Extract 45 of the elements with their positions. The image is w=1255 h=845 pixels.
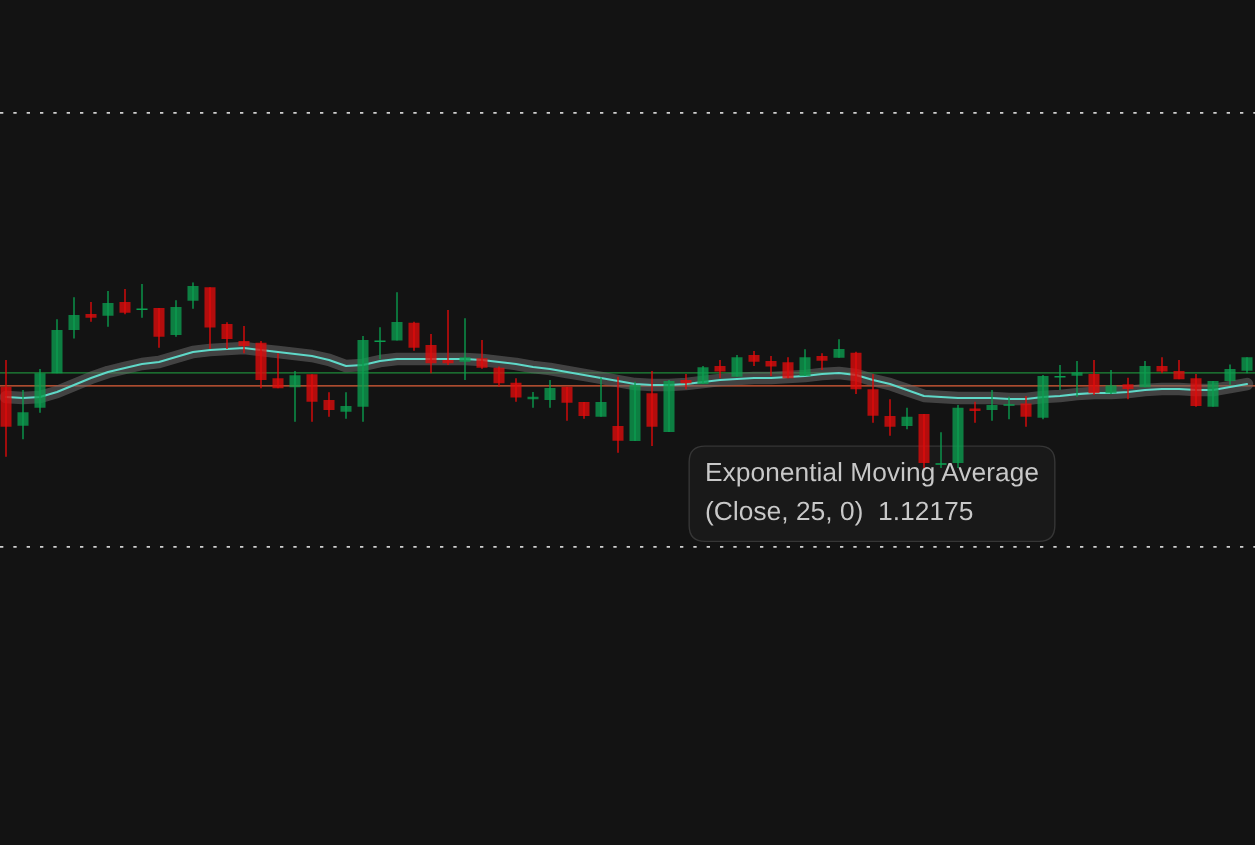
candlestick	[510, 377, 522, 403]
candlestick	[544, 379, 556, 409]
candlestick	[901, 406, 913, 431]
candlestick	[1122, 377, 1134, 400]
candlestick	[816, 352, 828, 371]
candlestick	[272, 352, 284, 390]
candlestick	[17, 389, 29, 440]
candlestick	[1156, 356, 1168, 374]
candlestick	[561, 385, 573, 422]
candlestick	[1003, 395, 1015, 421]
candlestick	[102, 290, 114, 328]
candlestick	[1088, 359, 1100, 396]
candlestick	[493, 365, 505, 388]
candlestick	[612, 375, 624, 454]
candlestick	[731, 354, 743, 378]
candlestick	[136, 283, 148, 319]
candlestick	[476, 339, 488, 370]
candlestick	[391, 291, 403, 342]
candlestick	[1105, 369, 1117, 395]
annotation: Exponential Moving Average (Close, 25, 0) 1.12175	[706, 462, 1038, 526]
candlestick	[68, 296, 80, 340]
candlestick	[714, 359, 726, 380]
candlestick	[1139, 360, 1151, 388]
candlestick	[595, 376, 607, 418]
candlestick	[323, 391, 335, 418]
candlestick	[884, 398, 896, 437]
candlestick	[459, 317, 471, 381]
candlestick	[221, 321, 233, 350]
candlestick	[1224, 363, 1236, 386]
candlestick	[442, 309, 454, 366]
candlestick	[969, 401, 981, 424]
candlestick	[833, 338, 845, 359]
candlestick	[289, 370, 301, 423]
candlestick	[765, 355, 777, 377]
candlestick	[238, 325, 250, 354]
candlestick	[680, 373, 692, 390]
candlestick	[119, 288, 131, 315]
candlestick	[1071, 360, 1083, 398]
candlestick	[85, 301, 97, 323]
candlestick	[986, 389, 998, 422]
candlestick	[187, 282, 199, 310]
candlestick	[340, 391, 352, 420]
candlestick	[799, 348, 811, 377]
candlestick	[1020, 395, 1032, 428]
candlestick	[425, 333, 437, 374]
